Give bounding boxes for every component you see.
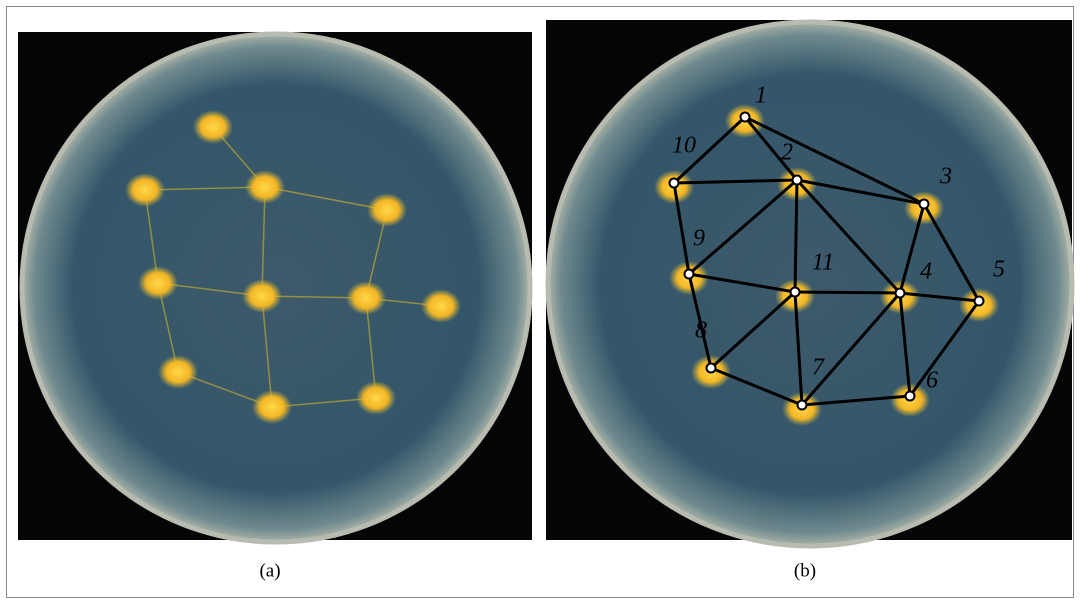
caption: (b) [794, 560, 816, 581]
caption: (a) [259, 560, 280, 581]
node-label: 7 [812, 355, 825, 381]
oat-flake [158, 355, 198, 389]
node [670, 179, 679, 188]
node [906, 392, 915, 401]
node [896, 289, 905, 298]
node-label: 10 [672, 133, 696, 159]
node-label: 11 [812, 250, 834, 276]
oat-flake [367, 193, 407, 227]
node [741, 113, 750, 122]
oat-flake [125, 173, 165, 207]
node-label: 5 [993, 257, 1005, 283]
node [685, 270, 694, 279]
node-label: 3 [939, 164, 952, 190]
oat-flake [245, 170, 285, 204]
node [975, 297, 984, 306]
node [793, 176, 802, 185]
edge [795, 292, 900, 293]
edge [795, 180, 797, 292]
figure: 1 2 3 4 5 6 7 8 9 10 11 (a) (b) [0, 0, 1080, 604]
node-label: 6 [926, 368, 938, 394]
node-label: 1 [755, 83, 767, 109]
oat-flake [252, 390, 292, 424]
oat-flake [346, 281, 386, 315]
node-label: 8 [695, 318, 707, 344]
node-label: 2 [781, 140, 793, 166]
oat-flake [242, 279, 282, 313]
oat-flake [138, 266, 178, 300]
oat-flake [421, 289, 461, 323]
node [707, 364, 716, 373]
node [791, 288, 800, 297]
node-label: 9 [693, 226, 705, 252]
page: 1234567891011 (a) (b) (() => { const dat… [0, 0, 1080, 604]
node [920, 200, 929, 209]
oat-flake [356, 381, 396, 415]
node [798, 401, 807, 410]
oat-flake [193, 110, 233, 144]
petri-dish [548, 22, 1072, 546]
node-label: 4 [920, 259, 932, 285]
